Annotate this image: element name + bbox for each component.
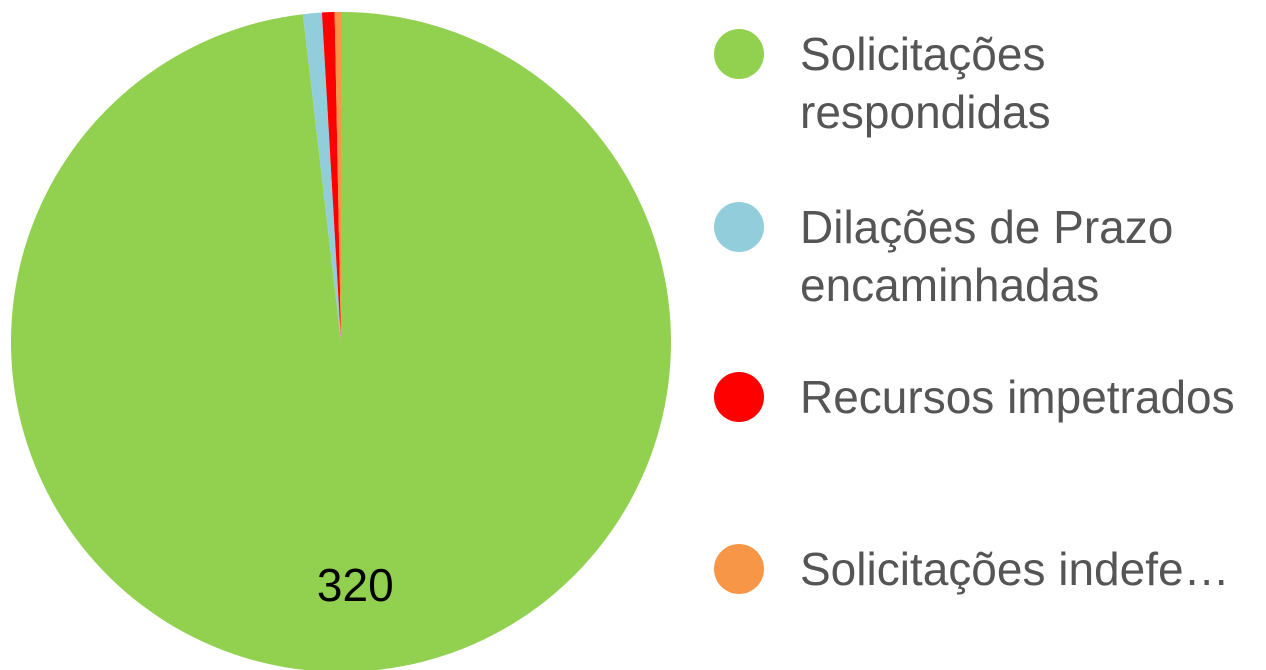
legend-label: Dilações de Prazo encaminhadas [800,201,1174,311]
pie-slice [302,12,341,342]
legend-item: Dilações de Prazo encaminhadas [714,198,1240,314]
legend-label: Solicitações indefe… [800,543,1230,595]
legend-label: Recursos impetrados [800,371,1235,423]
legend-swatch [714,544,764,594]
pie-slice [334,12,341,342]
pie-chart: 320 [11,12,671,670]
legend-label: Solicitações respondidas [800,28,1051,138]
pie-slice [321,12,341,343]
pie-slice [11,12,671,670]
legend-item: Solicitações respondidas [714,25,1240,141]
slice-label: 320 [317,559,394,611]
legend-item: Recursos impetrados [714,368,1240,426]
legend-swatch [714,372,764,422]
legend-swatch [714,29,764,79]
legend-swatch [714,202,764,252]
legend-item: Solicitações indefe… [714,540,1240,598]
